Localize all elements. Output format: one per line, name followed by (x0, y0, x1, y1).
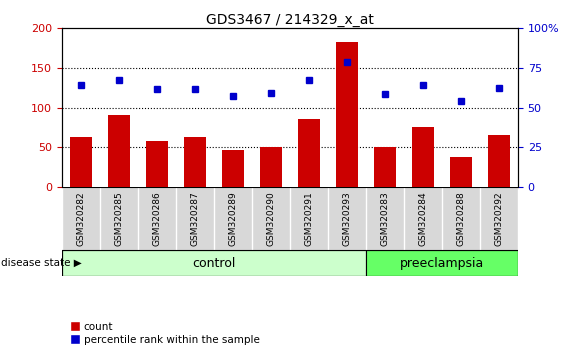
Text: GSM320292: GSM320292 (494, 191, 503, 246)
Text: GSM320290: GSM320290 (266, 191, 275, 246)
Bar (70, 137, 92, 187)
Text: GSM320285: GSM320285 (114, 191, 123, 246)
Text: GSM320288: GSM320288 (457, 191, 466, 246)
Text: GSM320286: GSM320286 (153, 191, 162, 246)
Legend: count, percentile rank within the sample: count, percentile rank within the sample (67, 317, 264, 349)
Bar (298, 119, 320, 187)
Title: GDS3467 / 214329_x_at: GDS3467 / 214329_x_at (206, 13, 374, 27)
Text: GSM320289: GSM320289 (229, 191, 238, 246)
Bar (449, 158, 472, 187)
Bar (222, 150, 244, 187)
Text: GSM320293: GSM320293 (342, 191, 351, 246)
Bar (336, 42, 358, 187)
Bar (184, 137, 207, 187)
Bar (108, 115, 130, 187)
Text: control: control (192, 257, 236, 270)
Bar (412, 127, 435, 187)
Text: preeclampsia: preeclampsia (400, 257, 484, 270)
Text: GSM320283: GSM320283 (381, 191, 390, 246)
Bar (373, 147, 396, 187)
Text: disease state ▶: disease state ▶ (1, 258, 81, 268)
Bar (145, 141, 168, 187)
Text: GSM320284: GSM320284 (418, 191, 427, 246)
Bar (62, 250, 366, 276)
Text: GSM320287: GSM320287 (190, 191, 199, 246)
Bar (260, 147, 282, 187)
Text: GSM320291: GSM320291 (305, 191, 314, 246)
Bar (488, 135, 510, 187)
Text: GSM320282: GSM320282 (77, 191, 86, 246)
Bar (366, 250, 518, 276)
